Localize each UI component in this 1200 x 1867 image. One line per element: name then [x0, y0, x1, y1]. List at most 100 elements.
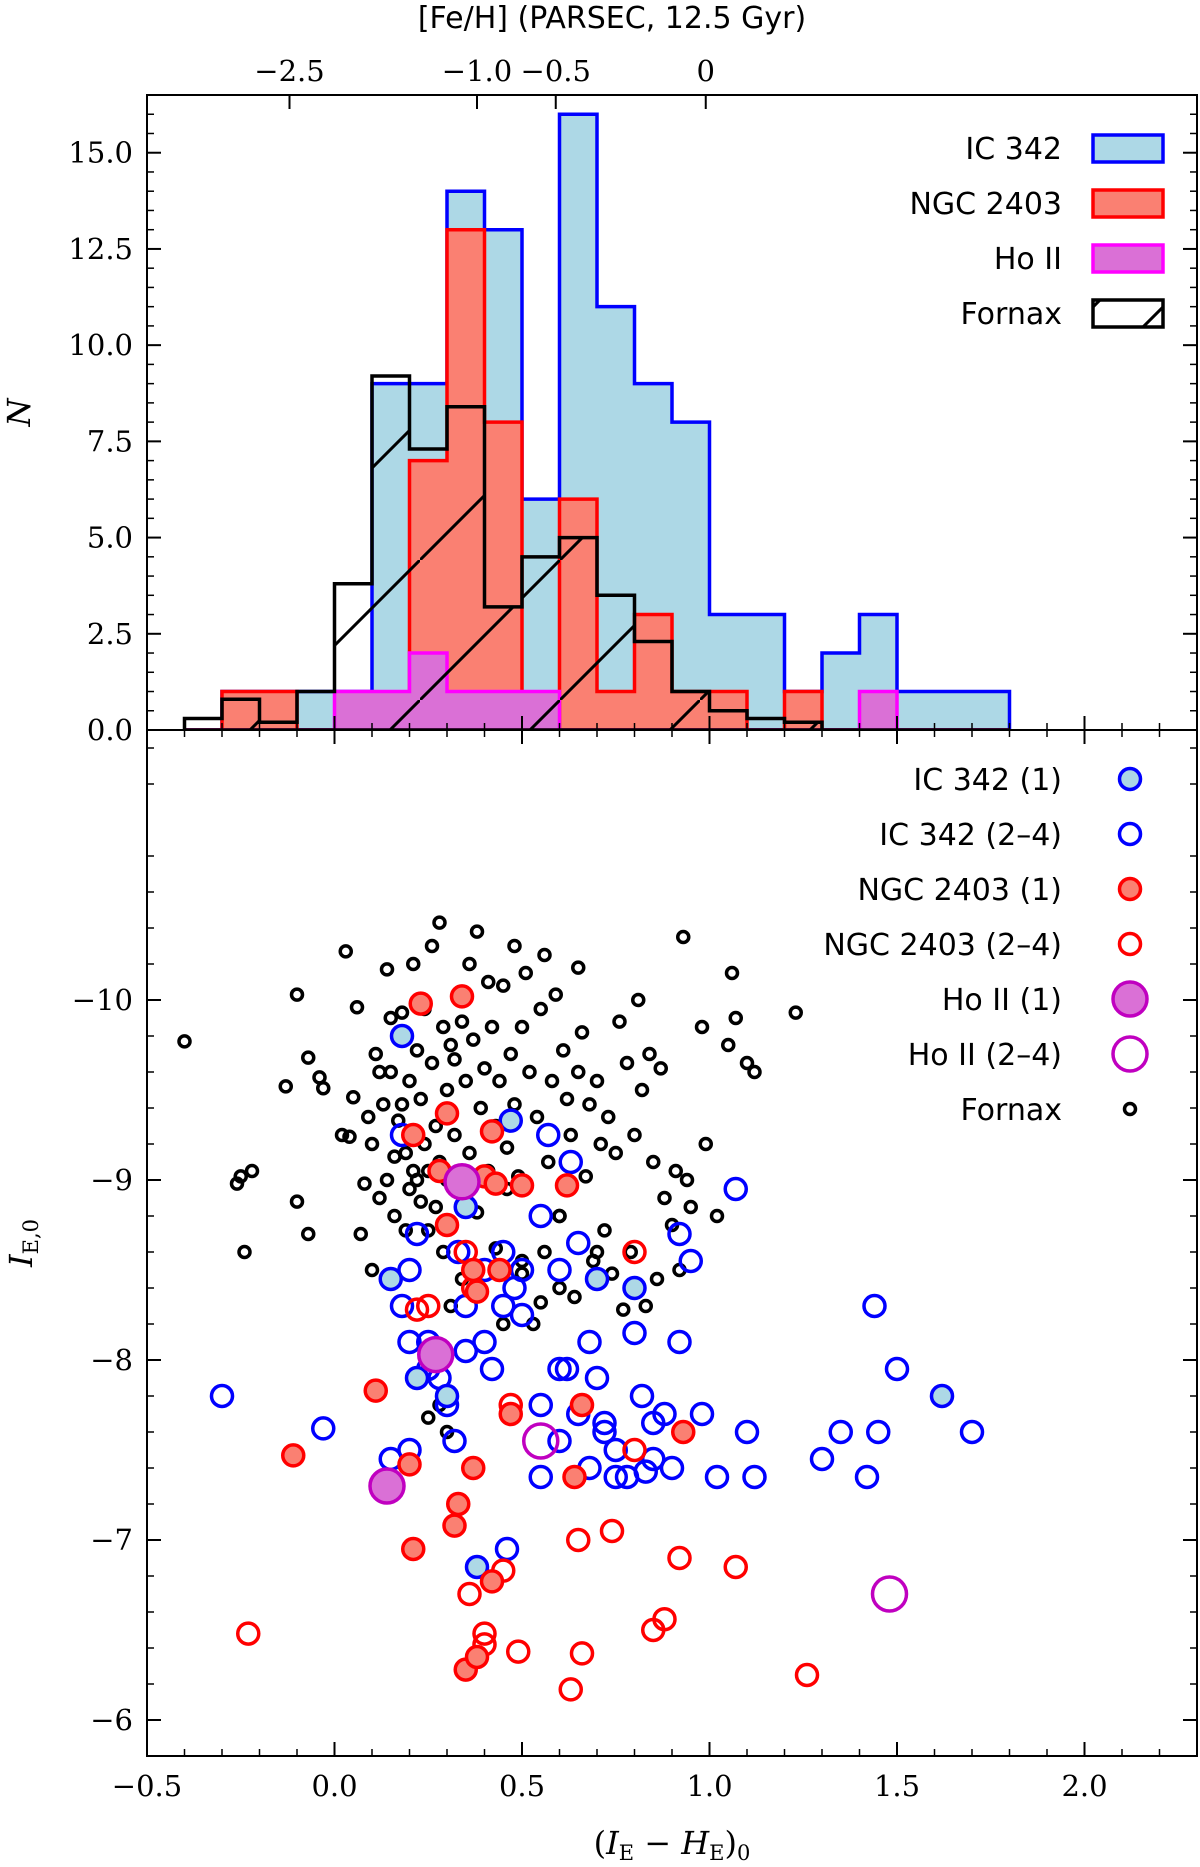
point-fornax — [428, 1118, 443, 1134]
point-fornax — [642, 1046, 657, 1062]
point-ic-342-2-4 — [742, 1464, 767, 1490]
point-fornax — [597, 1223, 612, 1238]
point-ngc-2403-1 — [479, 1569, 505, 1594]
hist-ytick-label: 5.0 — [87, 521, 133, 555]
point-fornax — [657, 1190, 672, 1206]
point-fornax — [608, 1145, 623, 1161]
point-ngc-2403-1 — [434, 1212, 460, 1238]
point-fornax — [747, 1064, 762, 1080]
point-ngc-2403-1 — [446, 1491, 471, 1517]
legend-marker-ic-342-1 — [1117, 766, 1143, 792]
point-ic-342-2-4 — [629, 1383, 655, 1409]
point-fornax — [477, 1061, 492, 1076]
scatter-xtick-label: 0.5 — [499, 1769, 545, 1803]
point-fornax — [559, 1091, 575, 1107]
point-ic-342-2-4 — [528, 1392, 553, 1418]
scatter-panel: −0.5 0.0 0.5 1.0 1.5 2.0 −6 −7 −8 −9 −10 (IE − HE)0… — [2, 729, 1198, 1865]
hist-ytick-label: 12.5 — [68, 232, 133, 266]
legend-marker-fornax — [1122, 1101, 1138, 1117]
point-ic-342-2-4 — [554, 1356, 580, 1382]
scatter-legend: IC 342 (1) IC 342 (2–4) NGC 2403 (1) NGC 24… — [823, 763, 1149, 1128]
point-ngc-2403-1 — [671, 1419, 696, 1445]
point-fornax — [578, 1169, 593, 1184]
point-fornax — [406, 956, 421, 972]
point-fornax — [177, 1034, 192, 1049]
point-fornax — [552, 1280, 567, 1296]
point-ic-342-2-4 — [959, 1419, 985, 1445]
point-fornax — [368, 1046, 383, 1062]
scatter-points — [177, 915, 985, 1702]
point-ngc-2403-2-4 — [566, 1527, 591, 1553]
point-ic-342-2-4 — [689, 1401, 715, 1427]
point-fornax — [728, 1010, 743, 1026]
point-fornax — [582, 1097, 597, 1112]
point-fornax — [436, 1019, 451, 1035]
histogram-legend: IC 342 NGC 2403 Ho II Fornax — [909, 132, 1165, 332]
point-ic-342-2-4 — [667, 1221, 692, 1247]
feh-tick-label: −1.0 — [442, 54, 512, 88]
histogram-bars — [182, 112, 1012, 730]
point-ngc-2403-2-4 — [723, 1554, 748, 1580]
point-fornax — [402, 1073, 417, 1089]
legend-marker-ho-ii-2-4 — [1111, 1035, 1149, 1073]
point-fornax — [346, 1089, 361, 1105]
legend-label-ngc-2403-2-4: NGC 2403 (2–4) — [823, 928, 1062, 963]
point-fornax — [623, 1244, 638, 1260]
point-fornax — [533, 1001, 548, 1017]
point-fornax — [301, 1050, 316, 1065]
point-fornax — [338, 944, 353, 959]
point-fornax — [739, 1055, 755, 1071]
point-ngc-2403-1 — [408, 991, 433, 1016]
point-ngc-2403-1 — [461, 1455, 486, 1481]
legend-marker-ngc-2403-1 — [1117, 876, 1143, 902]
point-fornax — [289, 1194, 305, 1209]
legend-marker-ngc-2403-2-4 — [1117, 931, 1143, 957]
point-ic-342-2-4 — [577, 1329, 602, 1355]
point-ngc-2403-1 — [442, 1513, 467, 1538]
point-fornax — [473, 1100, 488, 1116]
legend-label-ic-342-2-4: IC 342 (2–4) — [879, 818, 1062, 853]
point-fornax — [349, 999, 365, 1015]
scatter-ytick-label: −9 — [90, 1163, 133, 1197]
point-fornax — [458, 1073, 473, 1089]
point-ic-342-2-4 — [547, 1356, 572, 1382]
point-fornax — [301, 1226, 316, 1242]
point-fornax — [593, 1136, 608, 1152]
point-ic-342-2-4 — [509, 1302, 535, 1328]
point-fornax — [233, 1169, 248, 1184]
legend-label-ic-342-1: IC 342 (1) — [913, 763, 1062, 798]
point-fornax — [563, 1127, 578, 1143]
point-fornax — [683, 1199, 698, 1215]
point-fornax — [589, 1073, 605, 1089]
point-ic-342-2-4 — [622, 1320, 647, 1346]
point-ic-342-2-4 — [442, 1428, 467, 1454]
point-fornax — [612, 1014, 627, 1029]
point-ic-342-2-4 — [209, 1383, 235, 1409]
point-fornax — [631, 992, 646, 1008]
point-fornax — [676, 929, 691, 945]
point-ngc-2403-1 — [461, 1257, 486, 1283]
point-ic-342-2-4 — [494, 1536, 520, 1562]
point-fornax — [316, 1080, 331, 1096]
point-ngc-2403-2-4 — [667, 1545, 692, 1571]
point-fornax — [353, 1226, 368, 1242]
legend-marker-ho-ii-1 — [1111, 980, 1149, 1018]
point-fornax — [709, 1208, 725, 1224]
point-fornax — [278, 1079, 293, 1094]
legend-swatch-ngc-2403 — [1091, 188, 1165, 219]
point-fornax — [462, 1145, 477, 1161]
point-fornax — [533, 1295, 548, 1310]
point-fornax — [496, 978, 511, 993]
legend-label-ho-ii-2-4: Ho II (2–4) — [908, 1038, 1062, 1073]
point-ngc-2403-1 — [498, 1401, 523, 1427]
point-fornax — [649, 1271, 665, 1287]
point-fornax — [492, 1073, 507, 1089]
point-ic-342-2-4 — [389, 1293, 415, 1319]
point-fornax — [387, 1149, 402, 1164]
feh-tick-label: −2.5 — [254, 54, 324, 88]
legend-swatch-ho-ii — [1091, 243, 1165, 274]
legend-label-ngc-2403: NGC 2403 — [909, 187, 1062, 222]
feh-tick-label: 0 — [697, 54, 715, 88]
point-fornax — [646, 1154, 661, 1170]
